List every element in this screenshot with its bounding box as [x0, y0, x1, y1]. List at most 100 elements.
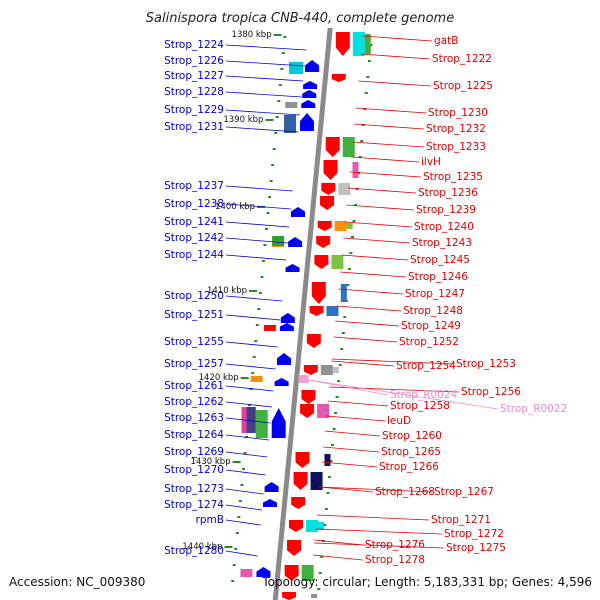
leader-line: [225, 434, 269, 441]
gene-arrow: [274, 378, 289, 386]
gene-label-right[interactable]: Strop_1254: [396, 360, 456, 372]
leader-line: [341, 254, 409, 261]
leader-line: [225, 451, 268, 458]
gene-block: [240, 569, 253, 577]
gene-block: [310, 472, 323, 490]
gene-block: [340, 284, 347, 302]
gene-arrow: [262, 499, 277, 507]
gene-label-right[interactable]: Strop_1236: [418, 187, 478, 199]
gene-label-left[interactable]: Strop_1270: [164, 464, 224, 476]
gene-label-right[interactable]: Strop_1278: [365, 554, 425, 566]
gene-label-right[interactable]: Strop_1276: [365, 539, 425, 551]
gene-label-right[interactable]: Strop_1232: [426, 123, 486, 135]
gene-label-left[interactable]: Strop_1227: [164, 70, 224, 82]
gene-label-left[interactable]: Strop_1228: [164, 86, 224, 98]
gene-label-right[interactable]: Strop_1260: [382, 430, 442, 442]
gene-arrow: [331, 74, 346, 82]
gene-label-left[interactable]: Strop_1273: [164, 483, 224, 495]
gene-label-left[interactable]: Strop_1261: [164, 380, 224, 392]
gene-label-right[interactable]: Strop_1235: [423, 171, 483, 183]
gene-label-left[interactable]: Strop_1263: [164, 412, 224, 424]
gene-label-right[interactable]: Strop_1272: [444, 528, 504, 540]
gene-label-right[interactable]: Strop_1240: [414, 221, 474, 233]
tick-mark: [275, 116, 279, 118]
gene-label-right[interactable]: Strop_1246: [408, 271, 468, 283]
gene-label-left[interactable]: Strop_1250: [164, 290, 224, 302]
gene-label-right[interactable]: Strop_1222: [432, 53, 492, 65]
gene-label-right[interactable]: Strop_1230: [428, 107, 488, 119]
gene-label-right[interactable]: Strop_1267: [434, 486, 494, 498]
leader-line: [331, 358, 455, 365]
gene-label-left[interactable]: Strop_1264: [164, 429, 224, 441]
gene-block: [255, 410, 268, 438]
gene-label-right[interactable]: Strop_1253: [456, 358, 516, 370]
rna-label[interactable]: Strop_R0022: [500, 403, 567, 415]
tick-mark: [258, 292, 262, 294]
gene-block: [272, 236, 285, 246]
tick-mark: [364, 92, 368, 94]
gene-label-left[interactable]: Strop_1280: [164, 545, 224, 557]
ruler-label: 1380 kbp: [232, 30, 272, 40]
gene-label-right[interactable]: Strop_1233: [426, 141, 486, 153]
leader-line: [225, 221, 290, 228]
gene-label-left[interactable]: Strop_1257: [164, 358, 224, 370]
gene-label-left[interactable]: Strop_1262: [164, 396, 224, 408]
gene-label-right[interactable]: Strop_1239: [416, 204, 476, 216]
gene-label-left[interactable]: Strop_1251: [164, 309, 224, 321]
gene-label-right[interactable]: Strop_1225: [433, 80, 493, 92]
leader-line: [319, 486, 374, 493]
gene-label-right[interactable]: Strop_1275: [446, 542, 506, 554]
tick-mark: [350, 236, 354, 238]
gene-label-left[interactable]: Strop_1238: [164, 198, 224, 210]
gene-label-left[interactable]: Strop_1229: [164, 104, 224, 116]
gene-label-left[interactable]: Strop_1255: [164, 336, 224, 348]
tick-mark: [343, 316, 347, 318]
tick-mark: [260, 276, 264, 278]
gene-label-left[interactable]: Strop_1231: [164, 121, 224, 133]
gene-label-left[interactable]: rpmB: [196, 514, 224, 526]
gene-label-right[interactable]: gatB: [434, 35, 458, 47]
gene-label-right[interactable]: Strop_1271: [431, 514, 491, 526]
gene-label-right[interactable]: ilvH: [421, 156, 441, 168]
leader-line: [225, 91, 302, 98]
tick-mark: [331, 444, 335, 446]
gene-label-left[interactable]: Strop_1224: [164, 39, 224, 51]
leader-line: [225, 314, 281, 321]
gene-labels: Strop_1224 Strop_1226 Strop_1227 Strop_1228…: [164, 35, 567, 566]
tick-mark: [280, 68, 284, 70]
gene-arrow: [316, 236, 331, 248]
gene-label-right[interactable]: leuD: [387, 415, 411, 427]
leader-line: [348, 187, 417, 194]
gene-label-left[interactable]: Strop_1269: [164, 446, 224, 458]
gene-label-left[interactable]: Strop_1274: [164, 499, 224, 511]
gene-label-right[interactable]: Strop_1265: [381, 446, 441, 458]
gene-arrow: [276, 353, 291, 365]
tick-mark: [255, 324, 259, 326]
gene-label-right[interactable]: Strop_1258: [390, 400, 450, 412]
gene-label-right[interactable]: Strop_1243: [412, 237, 472, 249]
gene-arrow: [311, 282, 326, 304]
gene-arrow: [279, 323, 294, 331]
ruler-dash: [265, 119, 274, 121]
leader-line: [344, 221, 413, 228]
gene-label-left[interactable]: Strop_1237: [164, 180, 224, 192]
tick-mark: [334, 412, 338, 414]
gene-label-right[interactable]: Strop_1247: [405, 288, 465, 300]
gene-label-right[interactable]: Strop_1248: [403, 305, 463, 317]
gene-label-right[interactable]: Strop_1266: [379, 461, 439, 473]
gene-label-left[interactable]: Strop_1242: [164, 232, 224, 244]
gene-label-right[interactable]: Strop_1268: [375, 486, 435, 498]
rna-label[interactable]: Strop_R0024: [390, 389, 458, 401]
leader-line: [339, 271, 407, 278]
tick-mark: [326, 492, 330, 494]
gene-label-right[interactable]: Strop_1245: [410, 254, 470, 266]
gene-label-left[interactable]: Strop_1244: [164, 249, 224, 261]
gene-label-right[interactable]: Strop_1252: [399, 336, 459, 348]
gene-block: [301, 565, 314, 581]
gene-label-left[interactable]: Strop_1226: [164, 55, 224, 67]
gene-label-right[interactable]: Strop_1256: [461, 386, 521, 398]
tick-mark: [235, 532, 239, 534]
gene-label-right[interactable]: Strop_1249: [401, 320, 461, 332]
gene-label-left[interactable]: Strop_1241: [164, 216, 224, 228]
